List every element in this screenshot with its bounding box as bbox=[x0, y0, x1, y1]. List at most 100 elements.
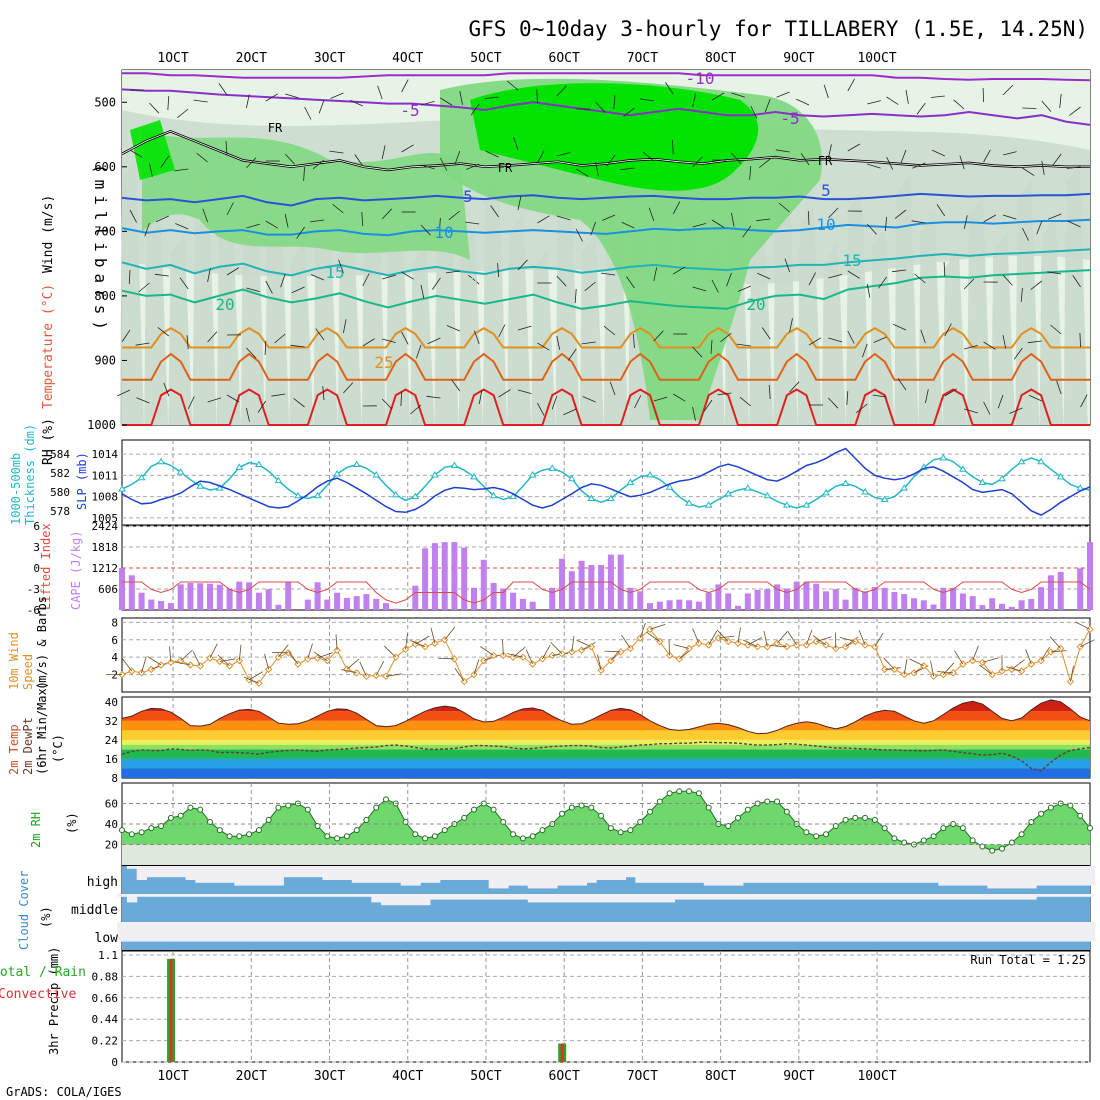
wind-barb bbox=[808, 337, 822, 346]
wind-barb bbox=[626, 276, 635, 289]
cloud-gap bbox=[459, 866, 470, 880]
cloud-gap bbox=[1046, 922, 1057, 942]
cloud-gap bbox=[684, 894, 695, 900]
precip-panel: 0 0.22 0.44 0.66 0.88 1.1 3hr Precip (mm)Total… bbox=[0, 947, 1090, 1069]
temp-color-band bbox=[122, 758, 1090, 769]
wind-marker bbox=[372, 671, 380, 680]
wind-barb bbox=[828, 274, 843, 279]
wind-barb bbox=[470, 103, 480, 116]
cloud-gap bbox=[1016, 922, 1027, 942]
cloud-gap bbox=[361, 894, 372, 897]
wind-barb-10m bbox=[264, 653, 270, 670]
top-date-label: 10OCT bbox=[857, 51, 896, 66]
cloud-gap bbox=[948, 894, 959, 900]
wind-ylabel-text: 10m Wind bbox=[7, 632, 21, 690]
wind-barb bbox=[761, 327, 771, 340]
contour-label: 50 bbox=[463, 275, 477, 289]
cape-ylabel-text: CAPE (J/kg) bbox=[69, 531, 83, 610]
wind-barb bbox=[1022, 167, 1035, 176]
cloud-gap bbox=[254, 866, 265, 886]
cloud-gap bbox=[459, 894, 470, 900]
wind-barb-10m bbox=[174, 661, 191, 666]
precip-tick-label: 0.88 bbox=[92, 970, 119, 983]
slp-line bbox=[121, 447, 1091, 516]
bottom-date-label: 6OCT bbox=[549, 1069, 580, 1084]
rh-marker bbox=[627, 827, 634, 834]
rh-marker bbox=[940, 825, 947, 832]
cape-bar bbox=[813, 583, 820, 610]
cloud-gap bbox=[1036, 894, 1047, 897]
cape-bar bbox=[969, 596, 976, 610]
cape-bar bbox=[197, 583, 204, 610]
wind-barb bbox=[886, 96, 899, 105]
cloud-gap bbox=[791, 894, 803, 900]
cloud-gap bbox=[987, 894, 998, 900]
wind-barb-10m bbox=[621, 634, 631, 649]
wind-barb bbox=[135, 342, 150, 346]
cloud-gap bbox=[1016, 894, 1027, 900]
wind-barb bbox=[296, 226, 305, 239]
cloud-gap bbox=[674, 866, 685, 883]
thickness-marker bbox=[137, 473, 146, 481]
rh-tick-label: 40 bbox=[105, 818, 118, 831]
wind-barb bbox=[789, 318, 793, 333]
cape-bar bbox=[715, 584, 722, 610]
cape-bar bbox=[383, 603, 389, 610]
thickness-line bbox=[121, 457, 1091, 509]
cape-bar bbox=[324, 599, 331, 610]
cloud-gap bbox=[263, 922, 275, 942]
rh-marker bbox=[871, 816, 878, 823]
cloud-gap bbox=[547, 866, 558, 889]
cloud-ylabel-text: (%) bbox=[39, 906, 53, 928]
cloud-gap bbox=[703, 894, 715, 900]
precip-ylabel-text: 3hr Precip (mm) bbox=[47, 947, 61, 1055]
wind-barb bbox=[129, 149, 143, 158]
wind-barb bbox=[310, 219, 325, 223]
upper-ylabel-right: (millibars) bbox=[91, 164, 110, 336]
cape-bar bbox=[920, 600, 927, 610]
rh-mid-column bbox=[531, 249, 556, 425]
cloud-gap bbox=[185, 866, 196, 880]
wind-barb bbox=[634, 395, 642, 409]
thickness-tick-label: 582 bbox=[50, 467, 70, 480]
temp-tick-label: 40 bbox=[105, 696, 118, 709]
cape-bar bbox=[119, 568, 125, 610]
wind-barb bbox=[1050, 324, 1062, 335]
wind-barb-10m bbox=[340, 669, 357, 674]
wind-barb bbox=[498, 389, 511, 398]
wind-barb bbox=[439, 217, 441, 233]
wind-barb-10m bbox=[243, 676, 260, 684]
precip-tick-label: 0.66 bbox=[92, 992, 119, 1005]
rh-marker bbox=[255, 827, 262, 834]
cloud-gap bbox=[254, 894, 265, 897]
rh-marker bbox=[1038, 810, 1045, 817]
wind-barb bbox=[517, 196, 522, 211]
wind-barb bbox=[582, 396, 596, 403]
thickness-marker bbox=[783, 501, 791, 508]
cloud-gap bbox=[830, 866, 842, 883]
wind-barb bbox=[878, 276, 887, 289]
wind-barb-10m bbox=[930, 660, 934, 677]
thickness-marker bbox=[255, 460, 263, 468]
contour-label: 5 bbox=[821, 181, 831, 200]
wind-barb bbox=[536, 88, 538, 104]
cloud-gap bbox=[537, 866, 548, 889]
wind-barb bbox=[930, 95, 945, 98]
wind-barb bbox=[710, 339, 713, 355]
cloud-gap bbox=[635, 894, 646, 903]
cloud-gap bbox=[508, 894, 519, 900]
wind-barb-10m bbox=[473, 659, 480, 675]
wind-barb bbox=[427, 337, 441, 345]
panel-frame-wind bbox=[121, 617, 1091, 693]
cloud-gap bbox=[332, 894, 343, 897]
rh-marker bbox=[686, 788, 693, 795]
cloud-gap bbox=[469, 894, 480, 900]
slp-tick-label: 1005 bbox=[92, 512, 119, 525]
wind-marker bbox=[235, 656, 244, 665]
cape-bar bbox=[451, 542, 458, 610]
thickness-marker bbox=[313, 491, 322, 499]
cape-tick-label: 1818 bbox=[92, 541, 119, 554]
pressure-tick-label: 800 bbox=[94, 289, 116, 303]
cloud-gap bbox=[136, 866, 147, 880]
cloud-gap bbox=[694, 922, 705, 942]
